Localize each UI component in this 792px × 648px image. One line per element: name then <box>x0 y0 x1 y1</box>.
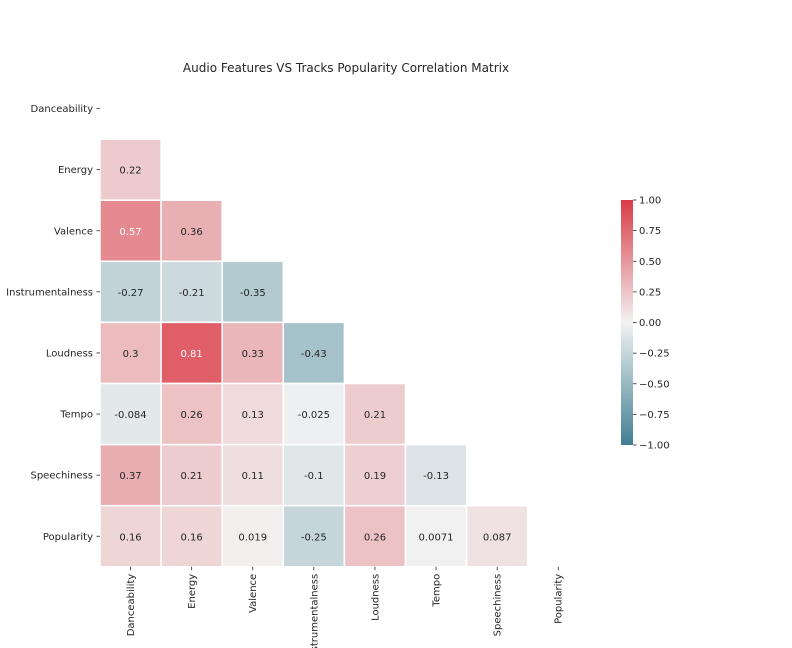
colorbar-tick-label: 1.00 <box>639 196 661 207</box>
colorbar-tick-label: −1.00 <box>639 441 670 452</box>
cell-value-label: 0.37 <box>119 471 141 482</box>
y-tick-label: Popularity <box>43 532 93 543</box>
cell-value-label: -0.13 <box>423 471 449 482</box>
y-tick-label: Speechiness <box>30 471 93 482</box>
heatmap-cell <box>99 504 162 568</box>
heatmap-cell <box>404 443 468 507</box>
cell-value-label: 0.3 <box>123 349 139 360</box>
heatmap-cell <box>404 504 468 568</box>
cell-value-label: 0.57 <box>119 227 141 238</box>
colorbar-tick-label: −0.75 <box>639 410 670 421</box>
cell-value-label: -0.1 <box>304 471 324 482</box>
cell-value-label: 0.36 <box>181 227 203 238</box>
x-tick-label: Energy <box>187 574 198 609</box>
heatmap-cell <box>282 382 346 446</box>
cell-value-label: -0.025 <box>298 410 330 421</box>
colorbar-tick-label: 0.25 <box>639 287 661 298</box>
cell-value-label: 0.33 <box>242 349 264 360</box>
heatmap-cell <box>282 443 346 507</box>
cell-value-label: -0.43 <box>301 349 327 360</box>
y-tick-label: Tempo <box>59 410 93 421</box>
cell-value-label: 0.21 <box>364 410 386 421</box>
cell-value-label: 0.0071 <box>419 532 454 543</box>
cell-value-label: -0.21 <box>179 288 205 299</box>
y-tick-label: Energy <box>58 165 93 176</box>
x-axis-labels: Danceability Energy Valence Instrumentalnes… <box>126 566 565 648</box>
y-tick-label: Danceability <box>31 104 94 115</box>
cell-value-label: 0.81 <box>181 349 203 360</box>
heatmap-cell <box>160 504 223 568</box>
cell-value-label: 0.16 <box>119 532 141 543</box>
cell-value-label: 0.019 <box>238 532 267 543</box>
chart-title: Audio Features VS Tracks Popularity Corr… <box>183 61 509 75</box>
heatmap-cell <box>465 504 529 568</box>
cell-value-label: 0.087 <box>483 532 512 543</box>
heatmap-cell <box>221 443 285 507</box>
colorbar-tick-label: −0.25 <box>639 349 670 360</box>
y-tick-label: Loudness <box>46 348 93 359</box>
cell-value-label: 0.16 <box>181 532 203 543</box>
colorbar-tick-label: 0.75 <box>639 226 661 237</box>
x-tick-label: Instrumentalness <box>309 574 320 648</box>
heatmap-cell <box>160 321 223 385</box>
cell-value-label: 0.11 <box>242 471 264 482</box>
heatmap-cell <box>343 443 407 507</box>
cell-value-label: -0.25 <box>301 532 327 543</box>
cell-value-label: -0.084 <box>114 410 146 421</box>
colorbar-tick-label: 0.00 <box>639 318 661 329</box>
cell-value-label: 0.21 <box>181 471 203 482</box>
colorbar: 1.00 0.75 0.50 0.25 0.00 −0.25 −0.50 −0.75 −1.00 <box>621 196 670 452</box>
cell-value-label: 0.19 <box>364 471 386 482</box>
colorbar-tick-label: 0.50 <box>639 257 661 268</box>
x-tick-label: Tempo <box>432 574 443 608</box>
heatmap-cell <box>282 321 346 385</box>
heatmap-cell <box>99 199 162 263</box>
y-tick-label: Valence <box>54 226 93 237</box>
x-tick-label: Loudness <box>370 574 381 621</box>
cell-value-label: 0.26 <box>181 410 203 421</box>
cell-value-label: 0.13 <box>242 410 264 421</box>
x-tick-label: Valence <box>248 574 259 613</box>
cell-value-label: -0.27 <box>118 288 144 299</box>
colorbar-tick-label: −0.50 <box>639 379 670 390</box>
heatmap-cell <box>160 382 223 446</box>
heatmap-cell <box>160 443 223 507</box>
cell-value-label: -0.35 <box>240 288 266 299</box>
heatmap-cell <box>221 260 285 324</box>
x-tick-label: Speechiness <box>493 574 504 637</box>
cell-value-label: 0.26 <box>364 532 386 543</box>
x-tick-label: Popularity <box>554 574 565 624</box>
y-tick-label: Instrumentalness <box>6 287 93 298</box>
y-axis-labels: Danceability Energy Valence Instrumentalnes… <box>6 104 100 543</box>
heatmap-cells: 0.22 0.57 0.36 -0.27 -0.21 -0.35 0.3 0.81 0.33 -0… <box>99 138 529 568</box>
x-tick-label: Danceability <box>126 574 137 637</box>
colorbar-gradient <box>621 200 633 445</box>
cell-value-label: 0.22 <box>119 166 141 177</box>
